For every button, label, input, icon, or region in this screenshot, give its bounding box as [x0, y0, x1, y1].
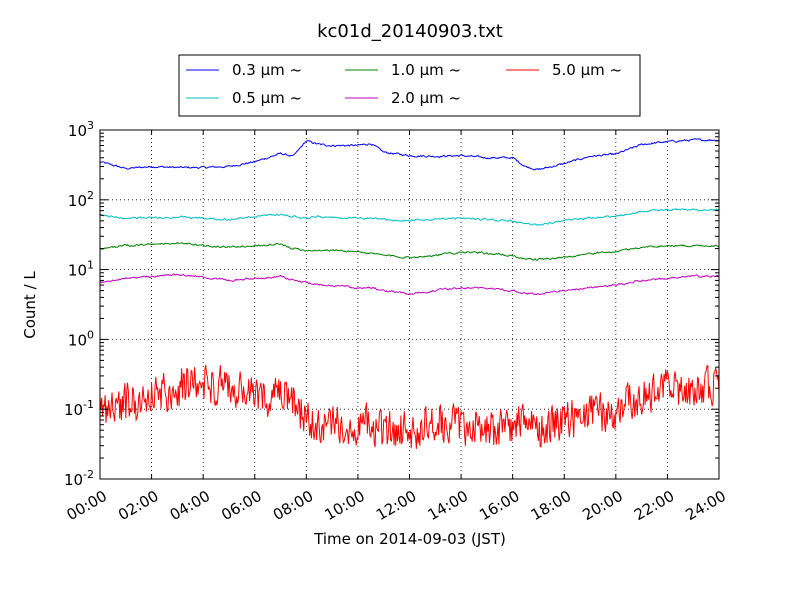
series-line [99, 138, 720, 171]
chart-title: kc01d_20140903.txt [317, 21, 503, 42]
legend-label: 2.0 μm ~ [391, 89, 461, 107]
series-line [99, 241, 720, 261]
y-tick-label: 103 [68, 119, 94, 140]
y-tick-label: 10-2 [64, 468, 94, 489]
y-tick-label: 102 [68, 189, 94, 210]
y-tick-label: 10-1 [64, 398, 94, 419]
legend-label: 0.5 μm ~ [232, 89, 302, 107]
plot-area [99, 129, 720, 480]
series-line [99, 364, 720, 449]
legend-label: 0.3 μm ~ [232, 61, 302, 79]
y-tick-label: 100 [68, 328, 94, 349]
legend-label: 1.0 μm ~ [391, 61, 461, 79]
legend-box [178, 54, 641, 117]
series-line [99, 273, 720, 296]
x-axis-title: Time on 2014-09-03 (JST) [313, 530, 506, 548]
y-tick-label: 101 [68, 259, 94, 280]
y-axis-title: Count / L [21, 271, 39, 339]
legend-label: 5.0 μm ~ [552, 61, 622, 79]
series-line [99, 208, 720, 226]
legend: 0.3 μm ~ 0.5 μm ~ 1.0 μm ~ 2.0 μm ~ 5.0 μm ~ [178, 54, 641, 117]
